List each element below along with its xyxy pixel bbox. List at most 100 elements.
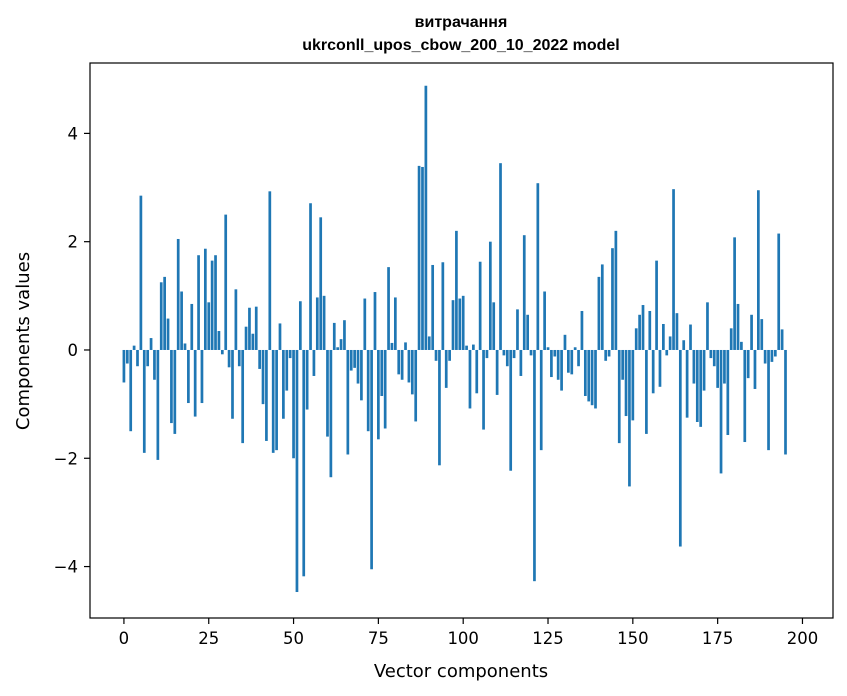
bar-57 bbox=[315, 297, 319, 350]
bar-11 bbox=[159, 282, 163, 350]
bar-178 bbox=[726, 349, 730, 435]
bar-21 bbox=[193, 349, 197, 417]
x-axis-label: Vector components bbox=[374, 661, 548, 682]
bar-95 bbox=[444, 349, 448, 388]
bar-50 bbox=[292, 349, 295, 459]
bar-73 bbox=[370, 349, 373, 570]
bar-5 bbox=[139, 195, 143, 350]
bar-49 bbox=[288, 349, 292, 359]
bar-103 bbox=[472, 344, 475, 350]
bar-105 bbox=[478, 261, 482, 350]
chart-title-line2: ukrconll_upos_cbow_200_10_2022 model bbox=[302, 37, 619, 54]
bar-177 bbox=[723, 349, 726, 384]
x-tick-label: 25 bbox=[198, 629, 219, 648]
bar-135 bbox=[580, 310, 584, 350]
x-tick-label: 75 bbox=[368, 629, 389, 648]
bar-153 bbox=[641, 305, 645, 350]
chart-title-line1: витрачання bbox=[415, 14, 508, 31]
bar-120 bbox=[529, 349, 533, 356]
bar-181 bbox=[736, 303, 740, 350]
bar-157 bbox=[655, 260, 658, 350]
x-tick-label: 0 bbox=[119, 629, 130, 648]
bar-154 bbox=[645, 349, 648, 434]
bar-6 bbox=[142, 349, 146, 453]
bar-132 bbox=[570, 349, 574, 375]
bar-170 bbox=[699, 349, 703, 427]
bar-89 bbox=[424, 85, 428, 350]
bar-12 bbox=[163, 276, 166, 350]
bar-189 bbox=[763, 349, 767, 364]
bar-53 bbox=[302, 349, 306, 577]
bar-195 bbox=[784, 349, 787, 455]
bar-66 bbox=[346, 349, 350, 455]
bar-1 bbox=[125, 349, 129, 364]
bar-124 bbox=[543, 291, 546, 350]
bar-114 bbox=[509, 349, 513, 471]
bar-191 bbox=[770, 349, 774, 362]
bar-128 bbox=[556, 349, 560, 380]
bar-72 bbox=[366, 349, 370, 432]
bar-23 bbox=[200, 349, 204, 404]
bar-119 bbox=[526, 314, 530, 350]
bar-29 bbox=[220, 349, 224, 355]
bar-87 bbox=[417, 165, 421, 350]
bar-39 bbox=[254, 306, 258, 350]
bar-75 bbox=[377, 349, 380, 440]
bar-43 bbox=[268, 191, 272, 350]
bar-182 bbox=[740, 341, 743, 350]
bar-82 bbox=[400, 349, 404, 380]
bar-149 bbox=[628, 349, 631, 487]
bar-125 bbox=[546, 347, 550, 350]
bar-63 bbox=[336, 347, 340, 350]
bar-112 bbox=[502, 349, 506, 356]
bar-194 bbox=[780, 329, 784, 350]
bar-79 bbox=[390, 342, 394, 350]
bar-7 bbox=[146, 349, 150, 367]
bar-118 bbox=[522, 235, 526, 350]
bar-41 bbox=[261, 349, 265, 405]
bar-131 bbox=[567, 349, 570, 373]
bar-47 bbox=[282, 349, 285, 419]
bar-152 bbox=[638, 314, 641, 350]
bar-166 bbox=[685, 349, 689, 418]
bar-36 bbox=[244, 326, 248, 350]
bar-94 bbox=[441, 262, 445, 350]
bar-127 bbox=[553, 349, 557, 357]
bar-84 bbox=[407, 349, 411, 383]
bar-162 bbox=[672, 189, 675, 350]
bar-165 bbox=[682, 340, 686, 350]
bar-109 bbox=[492, 302, 496, 350]
y-tick-label: 0 bbox=[68, 341, 79, 360]
bar-184 bbox=[746, 349, 750, 379]
bar-175 bbox=[716, 349, 719, 388]
plot-frame bbox=[89, 62, 834, 619]
x-tick-label: 175 bbox=[702, 629, 734, 648]
bar-68 bbox=[353, 349, 356, 368]
bars-group bbox=[122, 85, 787, 593]
bar-155 bbox=[648, 310, 652, 350]
bar-74 bbox=[373, 292, 377, 350]
bar-121 bbox=[533, 349, 536, 582]
bar-171 bbox=[702, 349, 706, 391]
bar-188 bbox=[760, 319, 764, 350]
bar-88 bbox=[421, 166, 424, 350]
y-tick-label: −2 bbox=[54, 449, 78, 468]
bar-93 bbox=[438, 349, 441, 466]
bar-19 bbox=[187, 349, 190, 404]
bar-110 bbox=[495, 349, 499, 395]
bar-69 bbox=[356, 349, 360, 384]
bar-71 bbox=[363, 298, 367, 350]
bar-45 bbox=[275, 349, 278, 451]
bar-42 bbox=[265, 349, 268, 441]
bar-180 bbox=[733, 237, 736, 350]
bar-61 bbox=[329, 349, 333, 478]
bar-28 bbox=[217, 331, 221, 350]
bar-115 bbox=[512, 349, 516, 359]
bar-148 bbox=[624, 349, 628, 417]
x-tick-label: 125 bbox=[532, 629, 564, 648]
x-axis-ticks: 0 25 50 75 100 125 150 175 200 bbox=[119, 618, 818, 648]
bar-58 bbox=[319, 217, 323, 350]
bar-59 bbox=[322, 295, 326, 350]
bar-161 bbox=[668, 336, 672, 350]
